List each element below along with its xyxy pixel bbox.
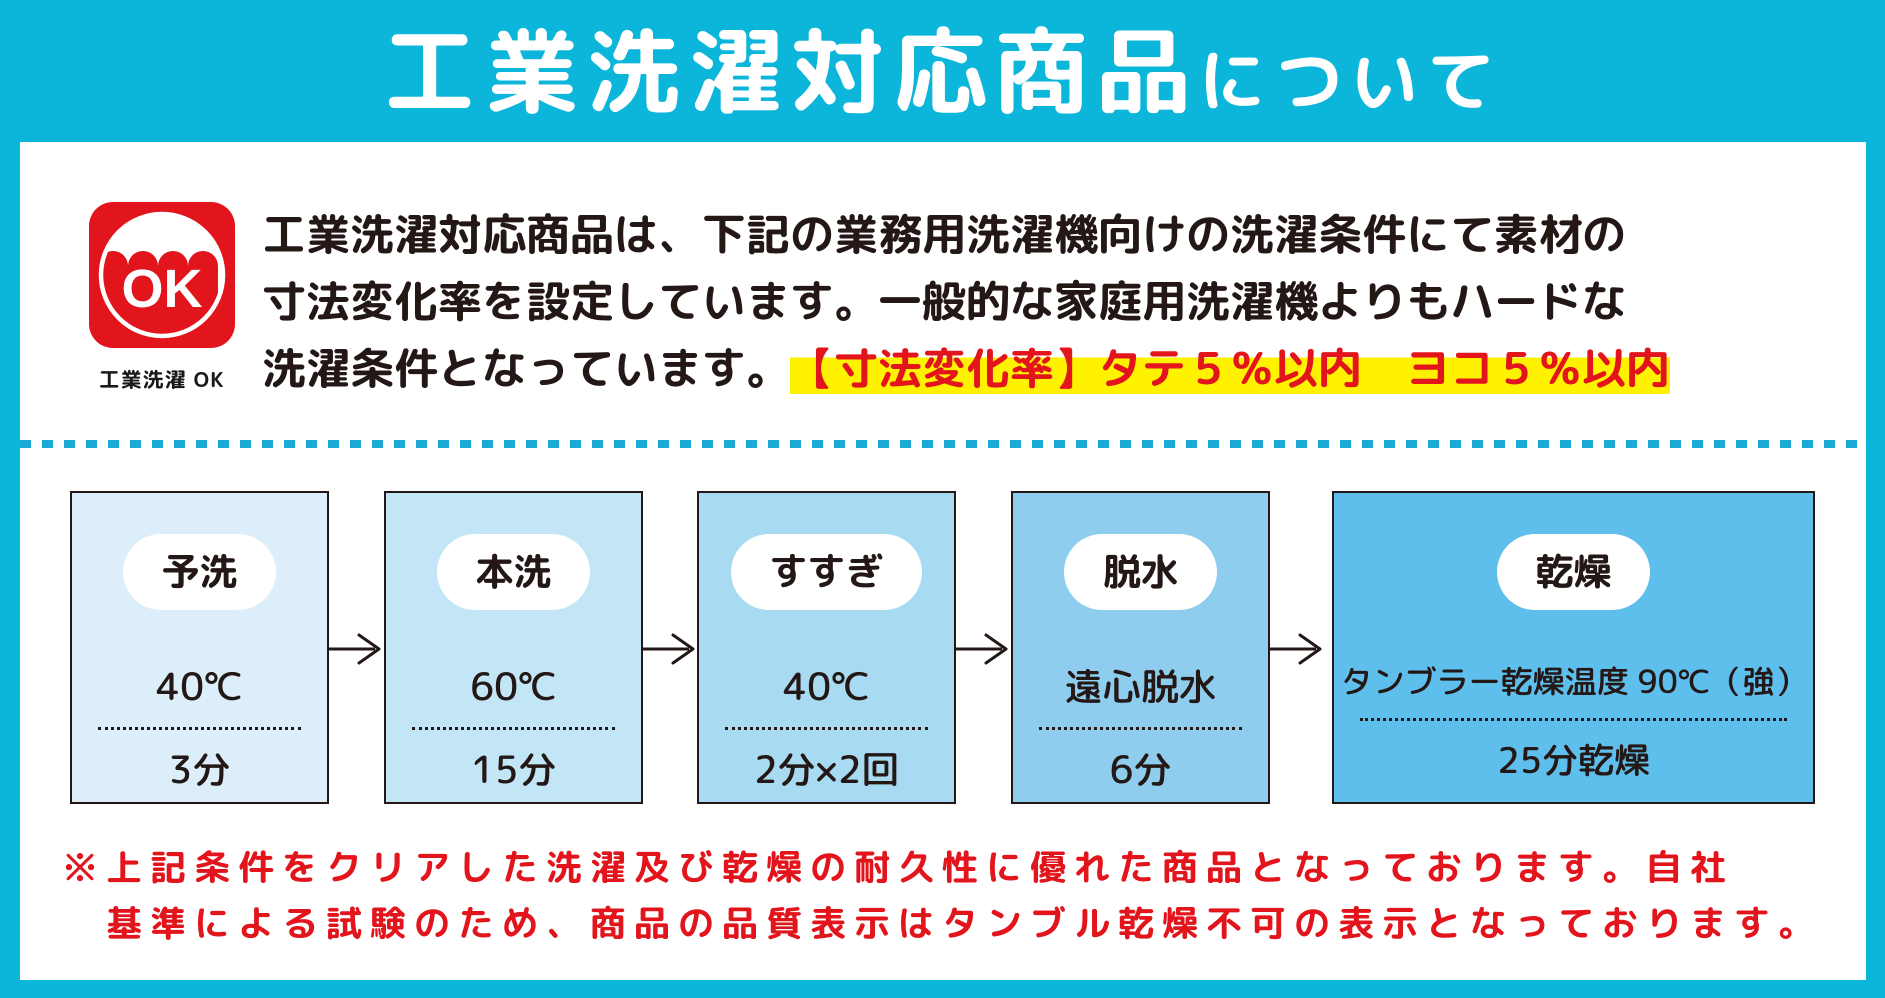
- svg-text:OK: OK: [121, 259, 202, 319]
